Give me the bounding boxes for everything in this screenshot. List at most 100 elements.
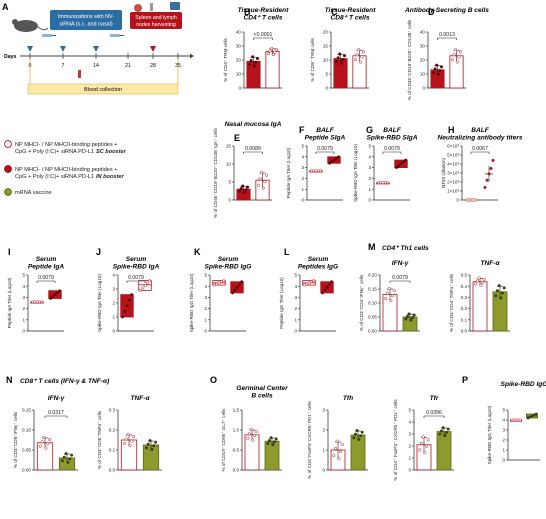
- data-point: [487, 172, 491, 176]
- data-point: [144, 446, 148, 450]
- data-point: [341, 57, 345, 61]
- p-value-label: 0.0079: [392, 275, 408, 281]
- blood-collection-bar: [27, 83, 179, 95]
- panel-letter-n: N: [6, 375, 13, 385]
- data-point: [44, 446, 48, 450]
- y-tick-label: 0: [456, 198, 459, 203]
- data-point: [148, 439, 152, 443]
- y-tick-label: 0: [301, 198, 304, 203]
- data-point: [121, 315, 125, 319]
- y-tick-label: 15: [323, 44, 329, 49]
- y-tick-label: 4: [112, 273, 115, 278]
- data-point: [125, 304, 129, 308]
- data-point: [325, 285, 329, 289]
- y-axis-label: Peptide IgG Titer (Log10): [279, 277, 284, 329]
- data-point: [246, 436, 250, 440]
- data-point: [340, 442, 344, 446]
- data-point: [385, 291, 390, 296]
- data-point: [152, 444, 156, 448]
- y-tick-label: 2: [368, 176, 371, 181]
- data-point: [357, 48, 361, 52]
- data-point: [457, 55, 461, 59]
- y-axis-label: Spike-RBD IgG Titer (Log10): [487, 405, 492, 464]
- y-tick-label: 0: [22, 329, 25, 334]
- chart-panel-o2: Tfh 0 1 2 3 % of CD4⁺FoxP3⁻CXCR5⁺PD1⁺ cells: [307, 395, 368, 479]
- data-point: [330, 160, 334, 164]
- data-point: [424, 444, 429, 448]
- data-point: [418, 448, 422, 452]
- y-tick-label: 1: [22, 317, 25, 322]
- blood-collection-label: Blood collection: [84, 87, 122, 93]
- data-point: [355, 53, 359, 57]
- chart-title: Peptide IgA: [28, 264, 65, 271]
- y-tick-label: 4: [294, 284, 297, 289]
- y-tick-label: 5: [502, 408, 505, 413]
- data-point: [273, 50, 277, 54]
- y-tick-label: 5: [22, 273, 25, 278]
- data-point: [239, 187, 243, 191]
- mouse-tail-icon: [37, 26, 49, 31]
- y-tick-label: 10: [420, 72, 426, 77]
- chart-title: BALF: [383, 127, 402, 134]
- data-point: [355, 429, 359, 433]
- data-point: [485, 178, 489, 182]
- y-tick-label: 2: [502, 438, 505, 443]
- data-point: [150, 447, 154, 451]
- y-tick-label: 2×10³: [447, 180, 459, 185]
- data-point: [360, 55, 364, 59]
- y-tick-label: 4×10³: [447, 162, 459, 167]
- data-point: [139, 288, 143, 292]
- y-axis-label: % of CD45⁺CD19⁺B220⁺ CD138⁺ cells: [407, 19, 412, 100]
- data-point: [502, 286, 506, 290]
- p-value-label: 0.0013: [439, 32, 455, 38]
- data-point: [334, 156, 338, 160]
- panel-letter-h: H: [448, 125, 455, 135]
- data-point: [303, 283, 307, 287]
- y-tick-label: 0: [368, 198, 371, 203]
- immunization-marker-icon: [60, 46, 66, 52]
- y-tick-label: 3: [502, 428, 505, 433]
- y-tick-label: 40: [420, 30, 426, 35]
- data-point: [130, 293, 134, 297]
- data-point: [435, 63, 439, 67]
- data-point: [479, 283, 483, 287]
- data-point: [146, 442, 150, 446]
- data-point: [332, 454, 336, 458]
- y-tick-label: 0.2: [461, 306, 468, 311]
- data-point: [154, 440, 158, 444]
- immunization-box: [50, 10, 122, 30]
- data-point: [423, 451, 427, 455]
- p-value-label: 0.0089: [245, 146, 261, 152]
- panel-letter-k: K: [194, 247, 201, 257]
- data-point: [269, 436, 273, 440]
- data-point: [407, 312, 411, 316]
- y-tick-label: 0.1: [109, 448, 116, 453]
- y-tick-label: 3: [408, 432, 411, 437]
- y-tick-label: 0.5: [233, 448, 240, 453]
- data-point: [58, 289, 62, 293]
- data-point: [387, 286, 391, 290]
- y-tick-label: 30: [420, 44, 426, 49]
- spleen-icon: [134, 4, 142, 12]
- harvest-box: [130, 12, 182, 29]
- legend-label-2: mRNA vaccine: [15, 190, 52, 196]
- data-point: [126, 432, 130, 437]
- legend: NP MHCI- / NP MHCII-binding peptides +Cp…: [4, 140, 127, 196]
- p-value-label: 0.0079: [317, 146, 333, 152]
- chart-panel-n2: TNF-α 0.0 0.1 0.2 0.3 % of CD3⁺CD8⁺TNFα⁺ cell…: [97, 395, 162, 473]
- data-point: [261, 186, 265, 190]
- y-tick-label: 0.2: [109, 428, 116, 433]
- p-value-label: 0.0396: [426, 410, 442, 416]
- legend-swatch-1: [4, 165, 12, 173]
- y-tick-label: 20: [236, 58, 242, 63]
- y-axis-label: Spike-RBD IgA Titer (Log10): [97, 274, 102, 332]
- y-tick-label: 20: [323, 30, 329, 35]
- data-point: [499, 296, 503, 300]
- y-tick-label: 30: [236, 44, 242, 49]
- data-point: [271, 443, 275, 447]
- data-point: [405, 314, 410, 318]
